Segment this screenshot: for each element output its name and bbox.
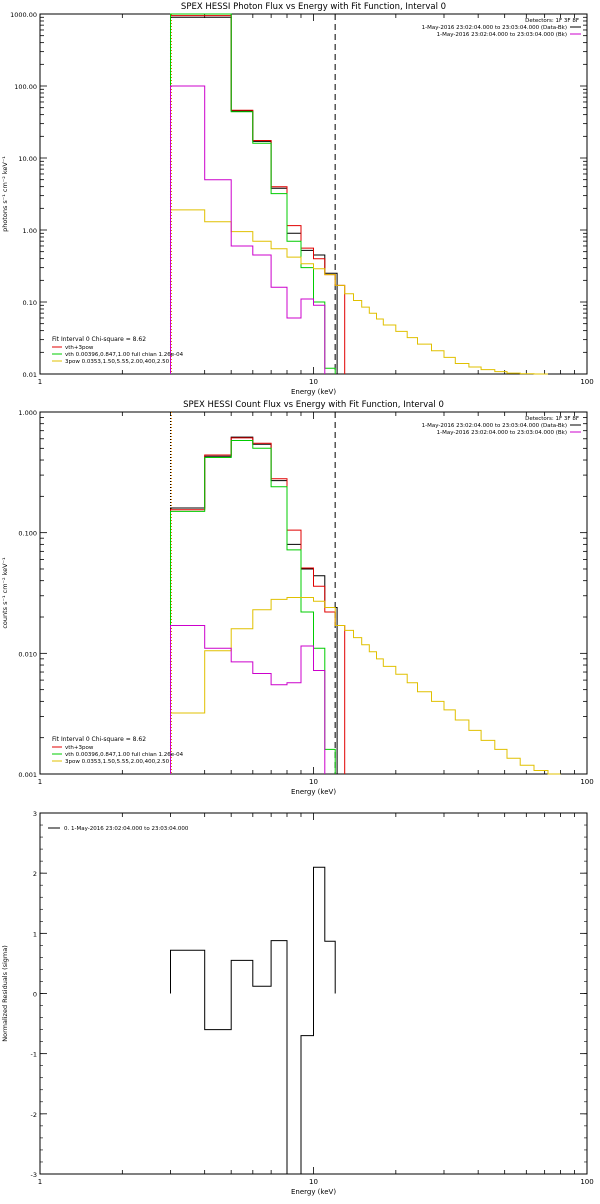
chart-title: SPEX HESSI Photon Flux vs Energy with Fi…	[181, 2, 446, 12]
y-tick-label: 0	[33, 991, 37, 999]
fit-label: Fit Interval 0 Chi-square = 8.62	[52, 336, 146, 343]
y-tick-label: -2	[31, 1111, 37, 1119]
info-line: 1-May-2016 23:02:04.000 to 23:03:04.000 …	[422, 25, 567, 31]
chart-title: SPEX HESSI Count Flux vs Energy with Fit…	[183, 400, 444, 410]
y-tick-label: 1.00	[23, 227, 37, 235]
data-series-vth+3pow	[170, 437, 346, 774]
x-tick-label: 1	[38, 378, 42, 386]
data-series-vth	[170, 13, 336, 374]
y-tick-label: -1	[31, 1051, 37, 1059]
detectors-label: Detectors: 1F 3F 8F	[525, 18, 579, 24]
x-tick-label: 10	[309, 778, 318, 786]
y-tick-label: 2	[33, 870, 37, 878]
data-series-line-0	[170, 436, 338, 774]
data-series-vth+3pow	[170, 15, 346, 374]
x-tick-label: 1	[38, 1178, 42, 1186]
detectors-label: Detectors: 1F 3F 8F	[525, 416, 579, 422]
data-series-3pow	[170, 597, 561, 775]
x-tick-label: 1	[38, 778, 42, 786]
info-line: 1-May-2016 23:02:04.000 to 23:03:04.000 …	[437, 430, 567, 436]
plot-frame	[39, 411, 588, 775]
legend-entry: vth 0.00396,0.847,1.00 full chian 1.26e-…	[65, 352, 184, 358]
y-tick-label: 100.00	[14, 83, 37, 91]
data-series-0	[170, 866, 336, 1175]
data-series-line-0	[170, 16, 338, 374]
legend-entry: vth 0.00396,0.847,1.00 full chian 1.26e-…	[65, 752, 184, 758]
x-tick-label: 100	[580, 378, 593, 386]
info-line: 1-May-2016 23:02:04.000 to 23:03:04.000 …	[437, 32, 567, 38]
y-tick-label: 10.00	[18, 155, 37, 163]
legend-entry: 0. 1-May-2016 23:02:04.000 to 23:03:04.0…	[64, 826, 189, 832]
data-series-line-4	[170, 625, 326, 774]
y-tick-label: 0.10	[23, 299, 37, 307]
x-axis-label: Energy (keV)	[291, 388, 336, 396]
x-tick-label: 10	[309, 378, 318, 386]
y-axis-label: photons s⁻¹ cm⁻² keV⁻¹	[1, 156, 9, 232]
legend-entry: vth+3pow	[65, 745, 94, 751]
y-tick-label: 0.001	[18, 771, 37, 779]
x-tick-label: 100	[580, 1178, 593, 1186]
chart-panel-3: 1 10 100 Energy (keV) -3 -2 -1 0 1 2 3 Normalized R…	[1, 810, 594, 1196]
info-line: 1-May-2016 23:02:04.000 to 23:03:04.000 …	[422, 423, 567, 429]
chart-panel-2: SPEX HESSI Count Flux vs Energy with Fit…	[1, 400, 594, 796]
legend-entry: 3pow 0.0353,1.50,5.55,2.00,400,2.50	[65, 759, 170, 765]
x-tick-label: 100	[580, 778, 593, 786]
fit-label: Fit Interval 0 Chi-square = 8.62	[52, 736, 146, 743]
y-tick-label: 0.01	[23, 371, 37, 379]
plot-frame	[39, 13, 588, 375]
y-tick-label: 3	[33, 810, 37, 818]
y-tick-label: 1.000	[18, 409, 37, 417]
y-tick-label: 1	[33, 930, 37, 938]
y-tick-label: 1000.00	[10, 11, 37, 19]
y-axis-label: counts s⁻¹ cm⁻² keV⁻¹	[1, 557, 9, 629]
chart-panel-1: SPEX HESSI Photon Flux vs Energy with Fi…	[1, 2, 594, 396]
x-axis-label: Energy (keV)	[291, 788, 336, 796]
x-tick-label: 10	[309, 1178, 318, 1186]
data-series-3pow	[170, 209, 548, 375]
y-tick-label: -3	[31, 1171, 37, 1179]
x-axis-label: Energy (keV)	[291, 1188, 336, 1196]
y-tick-label: 0.100	[18, 530, 37, 538]
legend-entry: vth+3pow	[65, 345, 94, 351]
data-series-vth	[170, 440, 336, 774]
legend-entry: 3pow 0.0353,1.50,5.55,2.00,400,2.50	[65, 359, 170, 365]
data-series-line-4	[170, 85, 326, 374]
y-tick-label: 0.010	[18, 650, 37, 658]
y-axis-label: Normalized Residuals (sigma)	[1, 945, 9, 1042]
